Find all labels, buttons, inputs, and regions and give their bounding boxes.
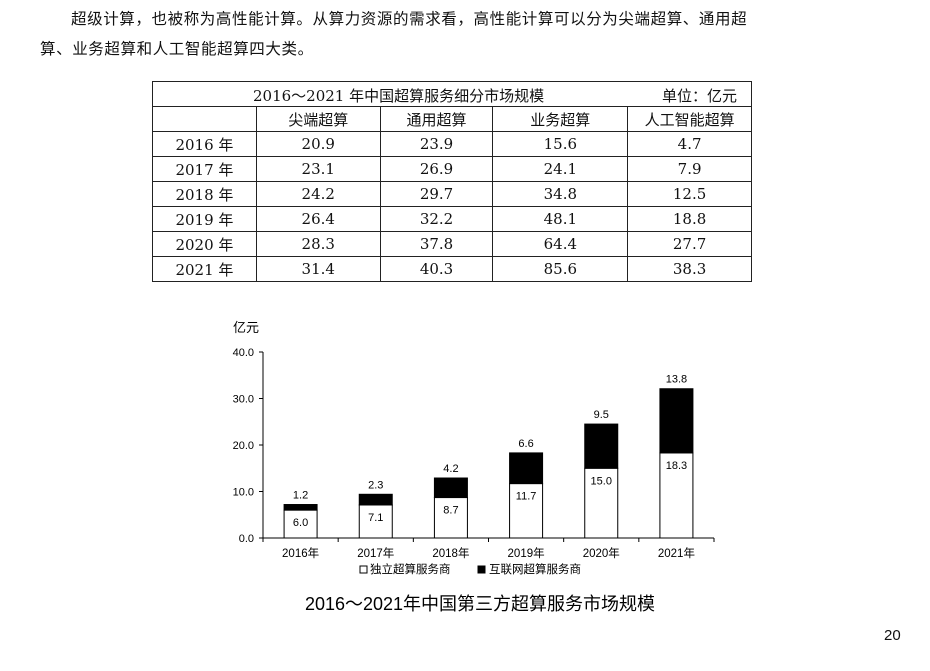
data-label-independent: 7.1 (368, 512, 383, 524)
bar-segment-independent (584, 467, 619, 539)
data-label-internet: 4.2 (443, 463, 458, 475)
table-cell: 2021 年 (152, 256, 257, 282)
y-tick-label: 30.0 (233, 394, 254, 406)
table-row: 2016 年 20.9 23.9 15.6 4.7 (152, 131, 752, 157)
data-label-independent: 8.7 (443, 505, 458, 517)
table-cell: 40.3 (379, 256, 494, 282)
table-title-cell: 2016～2021 年中国超算服务细分市场规模 单位：亿元 (152, 81, 752, 107)
bar-segment-internet (659, 388, 694, 454)
table-cell: 34.8 (492, 181, 629, 207)
intro-line-2: 算、业务超算和人工智能超算四大类。 (40, 40, 314, 58)
y-tick-label: 40.0 (233, 347, 254, 359)
table-cell: 7.9 (627, 156, 752, 182)
table-header-cell: 尖端超算 (255, 106, 381, 132)
bar-segment-independent (283, 509, 318, 539)
table-row: 2021 年 31.4 40.3 85.6 38.3 (152, 256, 752, 282)
table-title: 2016～2021 年中国超算服务细分市场规模 (253, 87, 545, 105)
table-cell: 2019 年 (152, 206, 257, 232)
data-label-internet: 1.2 (293, 490, 308, 502)
x-tick-label: 2021年 (658, 546, 695, 560)
bar-segment-internet (433, 477, 468, 499)
table-header-cell: 通用超算 (379, 106, 494, 132)
table-cell: 2016 年 (152, 131, 257, 157)
table-cell: 28.3 (255, 231, 381, 257)
bar-segment-independent (659, 452, 694, 539)
legend-swatch-independent (359, 565, 368, 574)
market-segment-table: 2016～2021 年中国超算服务细分市场规模 单位：亿元 尖端超算 通用超算 … (152, 81, 752, 282)
data-label-internet: 2.3 (368, 479, 383, 491)
table-cell: 15.6 (492, 131, 629, 157)
bar-segment-internet (283, 504, 318, 511)
data-label-independent: 15.0 (591, 475, 612, 487)
table-row: 2020 年 28.3 37.8 64.4 27.7 (152, 231, 752, 257)
table-unit: 单位：亿元 (661, 87, 737, 105)
table-cell: 20.9 (255, 131, 381, 157)
table-cell: 26.4 (255, 206, 381, 232)
page-number: 20 (884, 627, 901, 644)
legend-swatch-internet (477, 565, 486, 574)
data-label-independent: 11.7 (516, 491, 537, 503)
bar-segment-independent (509, 483, 544, 539)
x-tick-label: 2018年 (432, 546, 469, 560)
table-cell: 85.6 (492, 256, 629, 282)
x-tick-label: 2016年 (282, 546, 319, 560)
table-cell: 23.1 (255, 156, 381, 182)
bar-segment-internet (584, 423, 619, 469)
table-cell: 38.3 (627, 256, 752, 282)
table-header-cell: 业务超算 (492, 106, 629, 132)
y-tick-label: 10.0 (233, 487, 254, 499)
x-tick-label: 2017年 (357, 546, 394, 560)
table-cell: 48.1 (492, 206, 629, 232)
bar-segment-internet (358, 493, 393, 506)
data-label-internet: 6.6 (518, 438, 533, 450)
legend-label-independent: 独立超算服务商 (370, 562, 451, 576)
data-label-independent: 6.0 (293, 517, 308, 529)
x-tick-label: 2020年 (583, 546, 620, 560)
table-row: 2018 年 24.2 29.7 34.8 12.5 (152, 181, 752, 207)
x-tick-label: 2019年 (508, 546, 545, 560)
data-label-internet: 9.5 (594, 409, 609, 421)
table-cell: 37.8 (379, 231, 494, 257)
bar-segment-internet (509, 452, 544, 485)
chart-title: 2016～2021年中国第三方超算服务市场规模 (305, 594, 655, 614)
intro-paragraph: 超级计算，也被称为高性能计算。从算力资源的需求看，高性能计算可以分为尖端超算、通… (40, 4, 902, 64)
y-axis-unit-label: 亿元 (233, 320, 259, 335)
y-tick-label: 0.0 (239, 533, 254, 545)
table-header-row: 尖端超算 通用超算 业务超算 人工智能超算 (152, 106, 752, 132)
y-tick-label: 20.0 (233, 440, 254, 452)
intro-line-1: 超级计算，也被称为高性能计算。从算力资源的需求看，高性能计算可以分为尖端超算、通… (71, 10, 748, 28)
table-cell: 2020 年 (152, 231, 257, 257)
table-cell: 31.4 (255, 256, 381, 282)
legend-label-internet: 互联网超算服务商 (489, 562, 581, 576)
data-label-internet: 13.8 (666, 374, 687, 386)
table-header-cell: 人工智能超算 (627, 106, 752, 132)
table-title-row: 2016～2021 年中国超算服务细分市场规模 单位：亿元 (152, 81, 752, 107)
data-label-independent: 18.3 (666, 460, 687, 472)
bar-segment-independent (358, 504, 393, 539)
table-cell: 12.5 (627, 181, 752, 207)
